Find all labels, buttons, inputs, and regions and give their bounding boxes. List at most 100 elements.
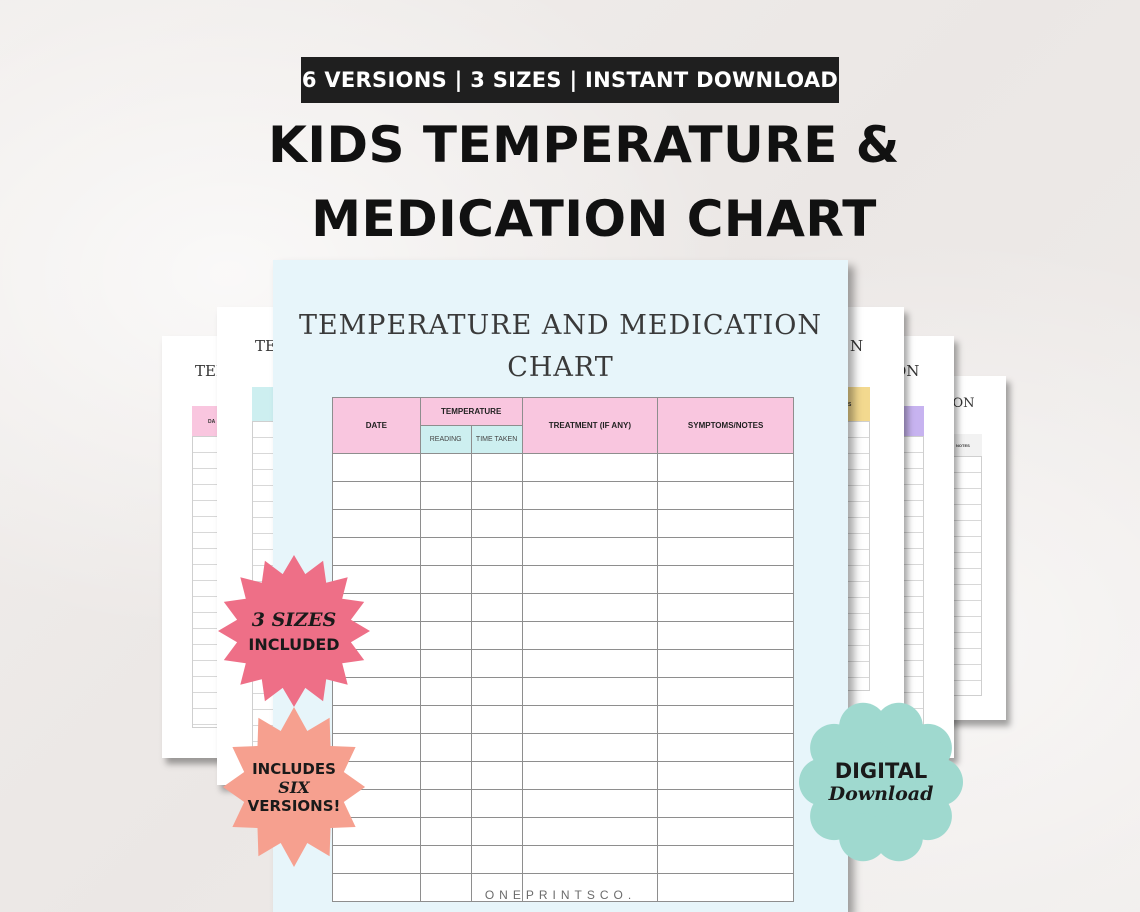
- table-row: [332, 817, 794, 846]
- table-cell: [521, 845, 659, 874]
- table-cell: [521, 509, 659, 538]
- table-row: [332, 761, 794, 790]
- column-header-time-taken: TIME TAKEN: [470, 425, 523, 454]
- table-cell: [470, 845, 523, 874]
- table-cell: [470, 593, 523, 622]
- back-sheet-header-band: [848, 387, 870, 421]
- table-cell: [657, 845, 794, 874]
- digital-download-badge: DIGITAL Download: [797, 698, 965, 866]
- back-sheet-title: TE: [255, 337, 276, 355]
- sizes-badge-line-2: INCLUDED: [248, 634, 340, 654]
- digital-badge-line-2: Download: [828, 783, 934, 805]
- table-cell: [470, 565, 523, 594]
- table-cell: [332, 453, 421, 482]
- table-cell: [657, 873, 794, 902]
- table-cell: [657, 677, 794, 706]
- table-cell: [419, 789, 472, 818]
- table-row: [332, 845, 794, 874]
- table-cell: [332, 481, 421, 510]
- table-row: [332, 621, 794, 650]
- sheet-title-line-1: TEMPERATURE AND MEDICATION: [298, 310, 823, 341]
- column-header-symptoms: SYMPTOMS/NOTES: [657, 397, 794, 454]
- versions-badge-line-2: SIX: [278, 777, 310, 797]
- table-cell: [470, 649, 523, 678]
- table-cell: [470, 789, 523, 818]
- table-cell: [419, 761, 472, 790]
- headline-line-2: MEDICATION CHART: [311, 190, 877, 248]
- table-row: [332, 481, 794, 510]
- table-cell: [419, 845, 472, 874]
- table-cell: [419, 873, 472, 902]
- table-row: [332, 565, 794, 594]
- table-row: [332, 509, 794, 538]
- table-cell: [521, 537, 659, 566]
- table-cell: [521, 453, 659, 482]
- table-cell: [657, 565, 794, 594]
- table-cell: [521, 649, 659, 678]
- table-cell: [657, 621, 794, 650]
- table-cell: [521, 677, 659, 706]
- table-cell: [657, 453, 794, 482]
- versions-badge-line-1: INCLUDES: [252, 759, 336, 778]
- table-row: [332, 677, 794, 706]
- starburst-shape: [218, 555, 370, 707]
- table-row: [332, 733, 794, 762]
- table-cell: [521, 593, 659, 622]
- table-cell: [470, 705, 523, 734]
- table-cell: [419, 593, 472, 622]
- column-header-treatment: TREATMENT (IF ANY): [521, 397, 659, 454]
- table-cell: [470, 677, 523, 706]
- table-cell: [332, 509, 421, 538]
- table-cell: [657, 593, 794, 622]
- table-cell: [521, 733, 659, 762]
- table-cell: [419, 481, 472, 510]
- table-cell: [470, 537, 523, 566]
- top-banner: 6 VERSIONS | 3 SIZES | INSTANT DOWNLOAD: [301, 57, 839, 103]
- table-cell: [470, 733, 523, 762]
- table-cell: [419, 677, 472, 706]
- table-cell: [470, 509, 523, 538]
- table-row: [332, 649, 794, 678]
- table-cell: [657, 761, 794, 790]
- column-header-reading: READING: [419, 425, 472, 454]
- back-sheet-header-label: DA: [208, 419, 216, 425]
- headline-line-1: KIDS TEMPERATURE &: [268, 116, 900, 174]
- table-cell: [657, 481, 794, 510]
- chart-table-body: [332, 453, 794, 902]
- table-cell: [657, 537, 794, 566]
- table-row: [332, 873, 794, 902]
- sizes-badge: 3 SIZES INCLUDED: [218, 555, 370, 707]
- versions-badge-line-3: VERSIONS!: [247, 796, 341, 815]
- back-sheet-title: N: [850, 337, 864, 355]
- back-sheet-header-label: S: [848, 402, 852, 408]
- table-cell: [521, 705, 659, 734]
- table-cell: [521, 481, 659, 510]
- table-cell: [657, 789, 794, 818]
- table-cell: [419, 817, 472, 846]
- table-cell: [470, 621, 523, 650]
- table-cell: [521, 621, 659, 650]
- column-header-temperature: TEMPERATURE: [419, 397, 523, 426]
- table-cell: [332, 873, 421, 902]
- table-cell: [657, 649, 794, 678]
- table-cell: [657, 733, 794, 762]
- sizes-badge-line-1: 3 SIZES: [251, 608, 337, 631]
- scalloped-shape: [799, 702, 963, 862]
- table-cell: [419, 509, 472, 538]
- table-row: [332, 453, 794, 482]
- table-cell: [470, 453, 523, 482]
- table-cell: [419, 621, 472, 650]
- table-cell: [521, 817, 659, 846]
- versions-badge: INCLUDES SIX VERSIONS!: [222, 706, 366, 868]
- table-cell: [332, 845, 421, 874]
- table-cell: [470, 817, 523, 846]
- table-cell: [419, 649, 472, 678]
- table-cell: [521, 789, 659, 818]
- table-cell: [521, 761, 659, 790]
- table-row: [332, 705, 794, 734]
- table-cell: [419, 733, 472, 762]
- table-cell: [419, 705, 472, 734]
- table-cell: [657, 705, 794, 734]
- table-cell: [657, 509, 794, 538]
- starburst-shape: [222, 707, 366, 867]
